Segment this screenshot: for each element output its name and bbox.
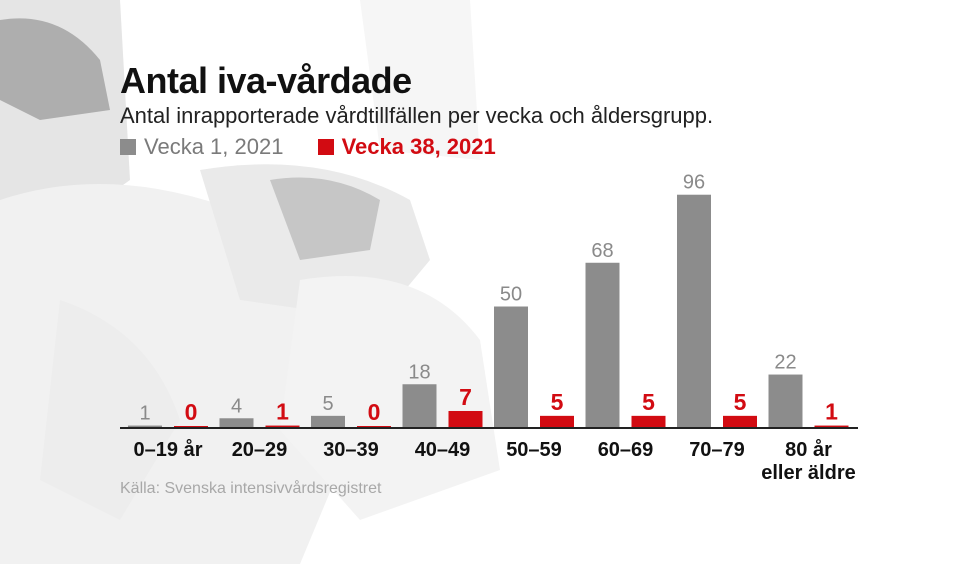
category-label-4: 50–59	[506, 439, 562, 461]
data-label-week-1-4: 50	[500, 284, 522, 306]
bar-week-1-7	[768, 374, 803, 428]
bar-week-1-6	[677, 194, 711, 428]
bar-week-38-1	[265, 425, 300, 428]
bar-week-38-7	[814, 425, 849, 428]
chart-subtitle: Antal inrapporterade vårdtillfällen per …	[120, 103, 714, 128]
data-label-week-38-7: 1	[825, 399, 838, 425]
bar-week-38-3	[448, 410, 483, 428]
category-label-5: 60–69	[598, 439, 654, 461]
data-label-week-38-1: 1	[276, 399, 289, 425]
bar-week-1-4	[494, 306, 528, 428]
data-label-week-1-7: 22	[774, 352, 796, 374]
data-label-week-1-3: 18	[408, 361, 430, 383]
data-label-week-38-6: 5	[734, 389, 747, 415]
legend-item-week-1: Vecka 1, 2021	[120, 134, 283, 160]
data-label-week-1-1: 4	[231, 395, 242, 417]
bar-week-38-6	[723, 415, 757, 428]
data-label-week-1-0: 1	[139, 403, 150, 425]
bar-week-38-5	[631, 415, 666, 428]
legend-swatch-gray	[120, 139, 136, 155]
category-label-3: 40–49	[415, 439, 471, 461]
category-label-0: 0–19 år	[134, 438, 203, 461]
category-label-7-line-1: eller äldre	[761, 462, 856, 484]
bar-week-1-5	[585, 262, 620, 428]
category-label-2: 30–39	[323, 439, 379, 461]
bar-week-38-4	[540, 415, 574, 428]
data-label-week-38-5: 5	[642, 389, 655, 415]
legend: Vecka 1, 2021 Vecka 38, 2021	[120, 134, 524, 161]
legend-label-week-1: Vecka 1, 2021	[144, 134, 284, 159]
data-label-week-38-2: 0	[368, 399, 381, 425]
data-label-week-1-6: 96	[683, 172, 705, 194]
category-label-1: 20–29	[232, 439, 288, 461]
data-label-week-38-3: 7	[459, 384, 472, 410]
bar-week-1-2	[311, 415, 345, 428]
data-label-week-38-4: 5	[551, 389, 564, 415]
data-label-week-38-0: 0	[185, 399, 198, 425]
category-label-7: 80 år	[785, 438, 832, 461]
data-label-week-1-5: 68	[591, 240, 613, 262]
bar-week-1-1	[219, 418, 254, 428]
chart-title: Antal iva-vårdade	[120, 60, 412, 101]
data-label-week-1-2: 5	[322, 393, 333, 415]
legend-label-week-38: Vecka 38, 2021	[341, 134, 496, 159]
source-note: Källa: Svenska intensivvårdsregistret	[120, 480, 382, 497]
category-label-6: 70–79	[689, 439, 745, 461]
legend-item-week-38: Vecka 38, 2021	[317, 134, 496, 160]
legend-swatch-red	[317, 139, 334, 155]
bar-week-1-0	[128, 425, 162, 428]
bar-week-1-3	[402, 384, 437, 428]
